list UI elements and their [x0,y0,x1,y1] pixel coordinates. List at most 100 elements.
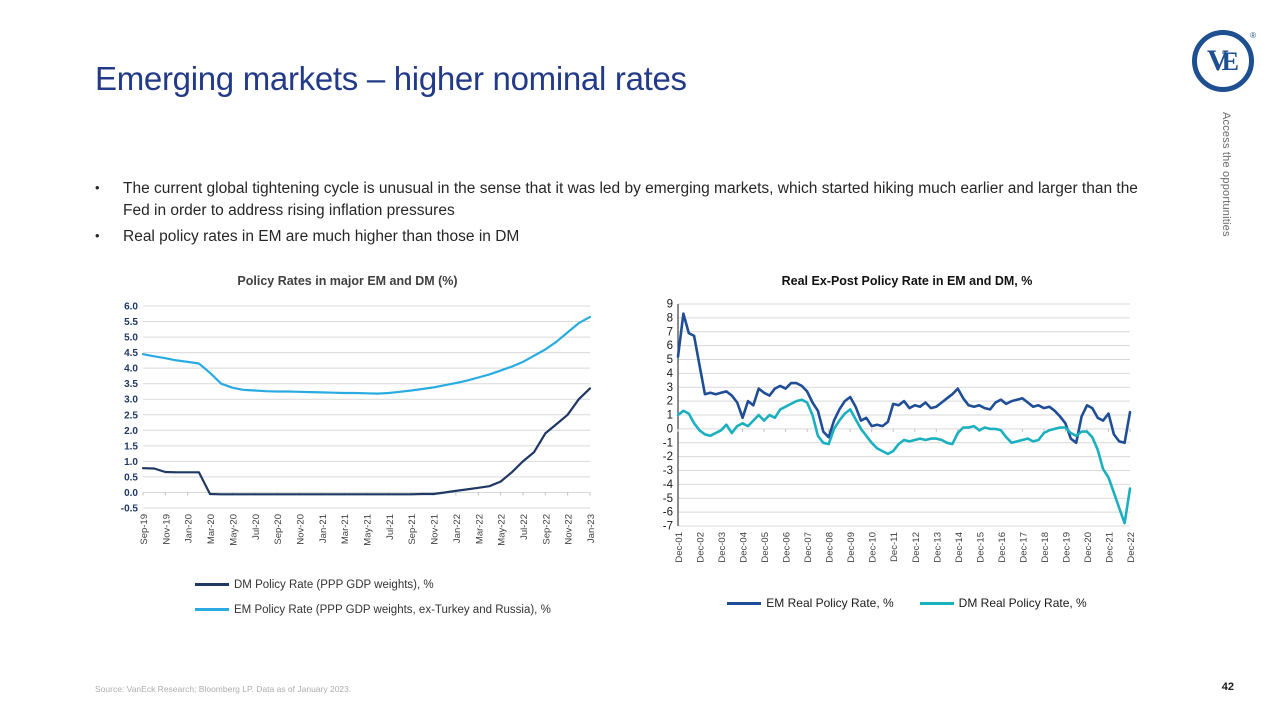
chart-title: Policy Rates in major EM and DM (%) [237,274,458,288]
svg-text:4.0: 4.0 [124,364,138,375]
svg-text:-2: -2 [663,451,673,463]
svg-text:0: 0 [667,423,673,435]
svg-text:5.5: 5.5 [124,317,138,328]
bullet-item: • The current global tightening cycle is… [95,178,1140,221]
svg-text:4: 4 [667,368,674,380]
svg-text:Dec-21: Dec-21 [1104,532,1115,563]
legend-label: DM Real Policy Rate, % [958,596,1087,610]
svg-text:Nov-21: Nov-21 [430,514,441,545]
svg-text:2.0: 2.0 [124,426,138,437]
chart-legend: DM Policy Rate (PPP GDP weights), % EM P… [195,572,600,622]
svg-text:7: 7 [667,326,673,338]
svg-text:6: 6 [667,340,673,352]
svg-text:0.0: 0.0 [124,488,138,499]
svg-text:May-20: May-20 [228,514,239,546]
vaneck-logo-icon: V E ® [1192,30,1256,92]
svg-text:Dec-01: Dec-01 [674,532,685,563]
svg-text:May-22: May-22 [497,514,508,546]
svg-text:Dec-15: Dec-15 [975,532,986,563]
svg-text:3.5: 3.5 [124,379,138,390]
svg-text:3: 3 [667,382,673,394]
svg-text:Sep-20: Sep-20 [273,514,284,545]
legend-label: DM Policy Rate (PPP GDP weights), % [234,578,434,591]
svg-text:Dec-10: Dec-10 [868,532,879,563]
chart-title: Real Ex-Post Policy Rate in EM and DM, % [781,274,1033,288]
svg-text:2: 2 [667,396,673,408]
chart-legend: EM Real Policy Rate, % DM Real Policy Ra… [652,596,1162,610]
svg-text:Dec-05: Dec-05 [760,532,771,563]
svg-text:-5: -5 [663,493,673,505]
bullet-marker: • [95,228,100,244]
dm-real-rate-line-swatch [919,601,954,605]
em-policy-line-swatch [195,608,229,611]
legend-item: DM Policy Rate (PPP GDP weights), % [195,572,600,597]
svg-text:Dec-22: Dec-22 [1126,532,1137,563]
svg-text:-1: -1 [663,437,673,449]
page-title: Emerging markets – higher nominal rates [95,60,687,97]
dm-policy-line-swatch [195,583,229,586]
svg-text:Jan-23: Jan-23 [586,514,597,543]
svg-text:Dec-20: Dec-20 [1083,532,1094,563]
legend-label: EM Policy Rate (PPP GDP weights, ex-Turk… [234,603,551,616]
svg-text:Dec-16: Dec-16 [997,532,1008,563]
svg-text:Jan-21: Jan-21 [318,514,329,543]
svg-text:Dec-11: Dec-11 [889,532,900,562]
svg-text:1.0: 1.0 [124,457,138,468]
policy-rates-plot: 6.0 5.5 5.0 4.5 4.0 3.5 3.0 2.5 2.0 1.5 1.0 0.5 0.0 -… [121,302,597,546]
svg-text:May-21: May-21 [363,514,374,546]
svg-text:Mar-20: Mar-20 [206,514,217,544]
page-number: 42 [1221,681,1234,693]
registered-trademark-icon: ® [1250,31,1256,40]
svg-text:Dec-02: Dec-02 [696,532,707,563]
svg-text:9: 9 [667,299,673,311]
svg-text:Nov-22: Nov-22 [564,514,575,545]
svg-text:Mar-21: Mar-21 [340,514,351,544]
svg-text:6.0: 6.0 [124,302,138,313]
svg-text:Dec-19: Dec-19 [1061,532,1072,563]
svg-text:Dec-13: Dec-13 [932,532,943,563]
svg-text:Dec-09: Dec-09 [846,532,857,563]
legend-item: EM Policy Rate (PPP GDP weights, ex-Turk… [195,597,600,622]
svg-text:Jul-22: Jul-22 [519,514,530,540]
svg-text:Sep-22: Sep-22 [541,514,552,545]
real-policy-rate-chart: Real Ex-Post Policy Rate in EM and DM, %… [652,274,1162,610]
svg-text:Dec-08: Dec-08 [825,532,836,563]
vertical-tagline: Access the opportunities [1220,112,1232,237]
svg-text:2.5: 2.5 [124,410,138,421]
svg-text:Jul-21: Jul-21 [385,514,396,540]
logo-letter-v: V [1206,44,1229,77]
svg-text:Mar-22: Mar-22 [474,514,485,544]
logo-letter-e: E [1221,47,1239,76]
svg-text:8: 8 [667,312,673,324]
svg-text:-6: -6 [663,507,673,519]
em-real-rate-line-swatch [727,601,762,605]
bullet-item: • Real policy rates in EM are much highe… [95,226,1140,248]
svg-text:Dec-06: Dec-06 [782,532,793,563]
svg-text:Dec-07: Dec-07 [803,532,814,563]
bullet-list: • The current global tightening cycle is… [95,178,1140,253]
svg-text:Dec-17: Dec-17 [1018,532,1029,563]
svg-text:Dec-03: Dec-03 [717,532,728,563]
source-note: Source: VanEck Research; Bloomberg LP. D… [95,684,352,694]
svg-text:1: 1 [667,410,673,422]
svg-text:Jul-20: Jul-20 [251,514,262,540]
svg-text:-4: -4 [663,479,674,491]
svg-text:Sep-19: Sep-19 [139,514,150,545]
svg-text:Dec-18: Dec-18 [1040,532,1051,563]
svg-text:-0.5: -0.5 [121,504,139,515]
bullet-text: The current global tightening cycle is u… [123,180,1138,219]
bullet-marker: • [95,180,100,195]
legend-item: EM Real Policy Rate, % [727,596,894,610]
svg-text:Sep-21: Sep-21 [407,514,418,545]
policy-rates-chart: Policy Rates in major EM and DM (%) 6.0 5… [95,274,600,622]
svg-text:5: 5 [667,354,673,366]
svg-text:-7: -7 [663,521,673,533]
svg-text:Dec-04: Dec-04 [739,532,750,563]
svg-text:0.5: 0.5 [124,472,138,483]
svg-text:Jan-20: Jan-20 [184,514,195,543]
legend-item: DM Real Policy Rate, % [919,596,1087,610]
svg-text:Dec-14: Dec-14 [954,532,965,563]
bullet-text: Real policy rates in EM are much higher … [123,228,520,246]
